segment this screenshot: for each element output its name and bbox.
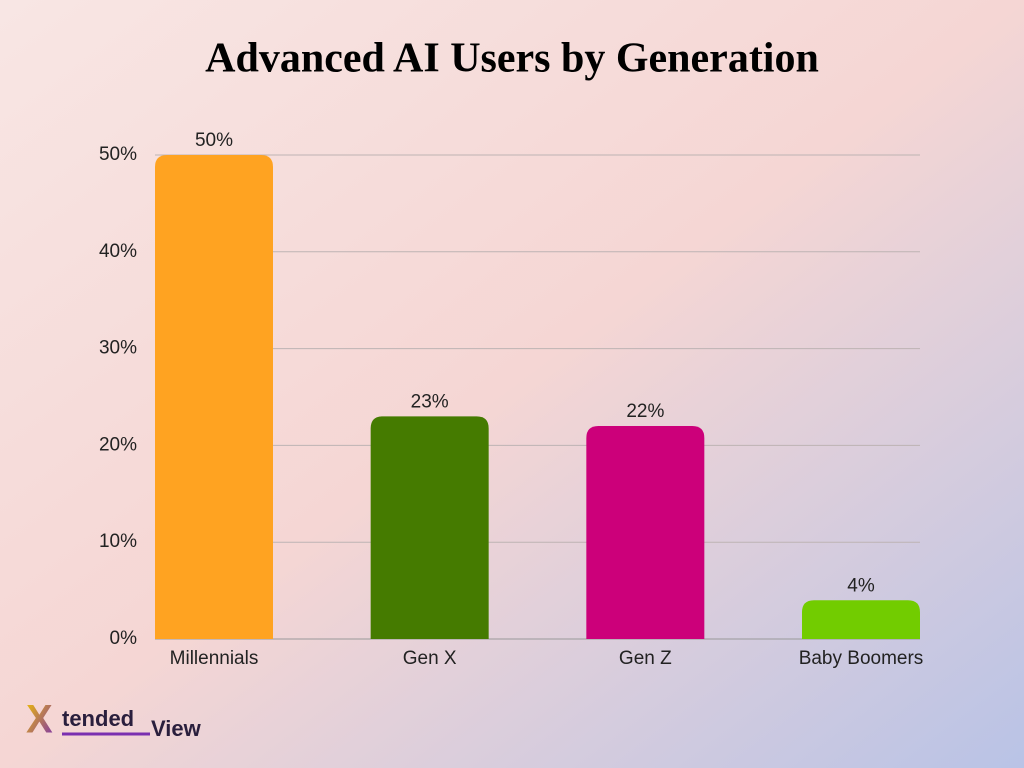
x-tick-label: Gen X bbox=[403, 648, 457, 669]
bar bbox=[586, 426, 705, 639]
logo: X tended View bbox=[26, 698, 202, 742]
bar bbox=[370, 416, 489, 639]
x-tick-label: Baby Boomers bbox=[799, 648, 924, 669]
plot: 0% 10% 20% 30% 40% 50% 50% Millennials 23% Gen X 2… bbox=[99, 130, 923, 669]
data-label: 22% bbox=[626, 401, 664, 422]
data-label: 23% bbox=[411, 391, 449, 412]
y-tick-label: 10% bbox=[99, 531, 137, 552]
data-label: 4% bbox=[847, 575, 875, 596]
chart-title: Advanced AI Users by Generation bbox=[205, 36, 819, 82]
bar bbox=[155, 155, 273, 639]
x-tick-label: Millennials bbox=[170, 648, 259, 669]
logo-mark: X bbox=[26, 698, 53, 742]
y-tick-label: 0% bbox=[110, 628, 138, 649]
x-tick-label: Gen Z bbox=[619, 648, 672, 669]
y-tick-label: 20% bbox=[99, 434, 137, 455]
logo-text: View bbox=[151, 716, 202, 741]
y-tick-label: 30% bbox=[99, 338, 137, 359]
logo-text: tended bbox=[62, 706, 134, 731]
y-tick-label: 40% bbox=[99, 241, 137, 262]
data-label: 50% bbox=[195, 130, 233, 151]
y-tick-label: 50% bbox=[99, 144, 137, 165]
bar bbox=[802, 600, 920, 639]
